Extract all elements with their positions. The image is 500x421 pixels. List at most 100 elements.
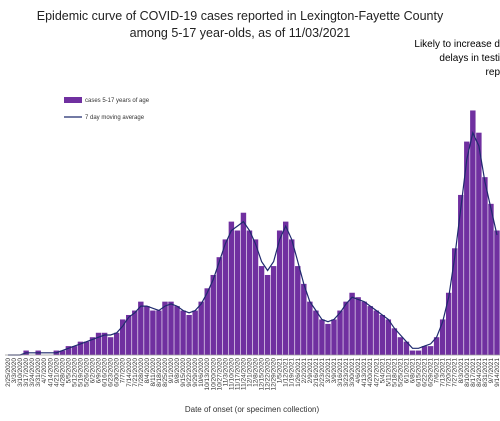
bar	[174, 306, 180, 355]
x-tick-label: 7/6/2021	[434, 358, 441, 384]
x-tick-label: 5/5/2020	[65, 358, 72, 384]
x-tick-label: 7/27/2021	[452, 358, 459, 387]
x-tick-label: 11/24/2020	[240, 358, 247, 390]
x-tick-label: 6/1/2021	[403, 358, 410, 384]
annotation: delays in testi	[439, 53, 500, 64]
x-tick-label: 1/12/2021	[283, 358, 290, 387]
x-tick-label: 12/29/2020	[271, 358, 278, 391]
bar	[361, 301, 367, 355]
bar	[427, 346, 434, 355]
x-tick-label: 3/30/2021	[349, 358, 356, 387]
legend-swatch	[64, 97, 82, 103]
x-tick-label: 6/2/2020	[90, 358, 97, 384]
x-tick-label: 5/11/2021	[385, 358, 392, 387]
x-tick-label: 4/6/2021	[355, 358, 362, 384]
x-tick-label: 4/27/2021	[373, 358, 380, 387]
x-tick-label: 9/15/2020	[180, 358, 187, 387]
x-tick-label: 8/10/2021	[464, 358, 471, 387]
x-tick-label: 6/9/2020	[96, 358, 103, 384]
x-tick-label: 4/13/2021	[361, 358, 368, 387]
bar	[204, 288, 210, 355]
x-tick-label: 3/2/2021	[325, 358, 332, 384]
x-tick-label: 8/31/2021	[482, 358, 489, 387]
legend-label: cases 5-17 years of age	[85, 98, 150, 104]
bar	[210, 274, 216, 355]
x-tick-label: 3/3/2020	[11, 358, 18, 384]
x-tick-label: 2/25/2020	[5, 358, 12, 387]
x-tick-label: 10/27/2020	[216, 358, 223, 391]
x-tick-label: 3/23/2021	[343, 358, 350, 387]
x-tick-label: 5/12/2020	[71, 358, 78, 387]
bar	[119, 319, 126, 355]
bar	[216, 257, 223, 355]
x-tick-label: 6/15/2021	[416, 358, 423, 387]
x-tick-label: 3/9/2021	[331, 358, 338, 384]
x-tick-label: 1/5/2021	[277, 358, 284, 384]
bar	[282, 221, 289, 355]
bar	[258, 266, 265, 355]
x-tick-label: 5/4/2021	[379, 358, 386, 384]
x-tick-label: 11/10/2020	[228, 358, 235, 390]
bar	[464, 141, 470, 355]
bar	[186, 314, 192, 355]
bar	[313, 310, 319, 355]
x-tick-label: 8/17/2021	[470, 358, 477, 387]
bar	[150, 310, 156, 355]
bar	[222, 239, 229, 355]
annotation: rep	[486, 67, 500, 78]
bar	[415, 350, 422, 355]
bar	[355, 297, 361, 355]
bar	[180, 310, 186, 355]
x-tick-label: 6/30/2020	[114, 358, 121, 387]
x-tick-label: 5/26/2020	[83, 358, 90, 387]
bar	[367, 306, 373, 355]
bar	[144, 306, 150, 355]
bar	[198, 301, 204, 355]
x-tick-label: 3/17/2020	[23, 358, 30, 387]
bar	[331, 319, 337, 355]
bar	[343, 301, 349, 355]
bar	[101, 332, 108, 355]
bar	[458, 194, 464, 355]
bar	[126, 314, 132, 355]
bar	[264, 274, 271, 355]
x-tick-label: 1/19/2021	[289, 358, 296, 387]
bar	[403, 341, 410, 355]
x-tick-label: 2/2/2021	[301, 358, 308, 384]
chart-title: Epidemic curve of COVID-19 cases reporte…	[36, 9, 444, 40]
bar	[349, 292, 355, 355]
x-tick-label: 6/23/2020	[108, 358, 115, 387]
x-tick-label: 12/8/2020	[253, 358, 260, 387]
bar	[337, 310, 343, 355]
x-tick-label: 9/8/2020	[174, 358, 181, 384]
x-tick-label: 2/16/2021	[313, 358, 320, 387]
x-tick-label: 6/8/2021	[409, 358, 416, 384]
x-tick-label: 9/14/2021	[494, 358, 500, 387]
bar	[445, 292, 452, 355]
bar	[234, 230, 241, 355]
bar	[107, 337, 114, 355]
bar	[433, 337, 440, 355]
x-tick-label: 9/1/2020	[168, 358, 175, 384]
x-tick-label: 10/20/2020	[210, 358, 217, 391]
x-tick-label: 7/14/2020	[126, 358, 133, 387]
x-axis-label: Date of onset (or specimen collection)	[185, 405, 320, 414]
bar	[319, 319, 325, 355]
bar	[192, 310, 198, 355]
x-tick-label: 9/29/2020	[192, 358, 199, 387]
bar	[71, 346, 78, 355]
bar	[421, 346, 428, 355]
x-tick-label: 10/6/2020	[198, 358, 205, 387]
x-tick-label: 3/16/2021	[337, 358, 344, 387]
x-tick-label: 11/17/2020	[234, 358, 241, 390]
x-tick-label: 7/20/2021	[446, 358, 453, 387]
x-tick-label: 8/24/2021	[476, 358, 483, 387]
bar	[385, 319, 392, 355]
bar	[65, 346, 72, 355]
bar	[373, 310, 379, 355]
bar	[397, 337, 404, 355]
bar	[307, 301, 313, 355]
bar	[494, 230, 500, 355]
bar	[168, 301, 174, 355]
